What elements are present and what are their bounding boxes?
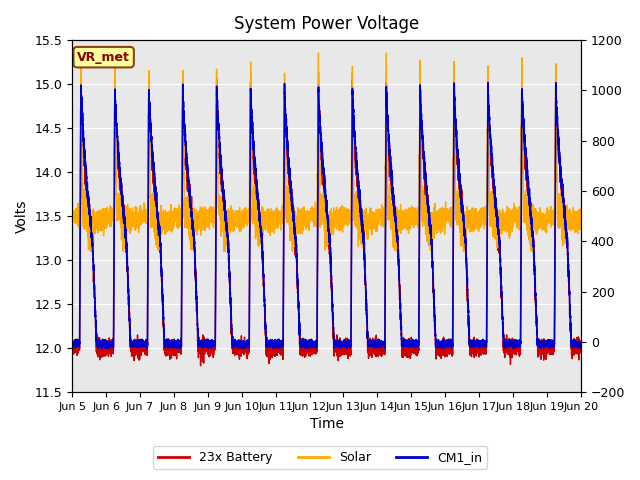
Y-axis label: Volts: Volts bbox=[15, 199, 29, 233]
Legend: 23x Battery, Solar, CM1_in: 23x Battery, Solar, CM1_in bbox=[153, 446, 487, 469]
Text: VR_met: VR_met bbox=[77, 51, 130, 64]
Title: System Power Voltage: System Power Voltage bbox=[234, 15, 419, 33]
X-axis label: Time: Time bbox=[310, 418, 344, 432]
